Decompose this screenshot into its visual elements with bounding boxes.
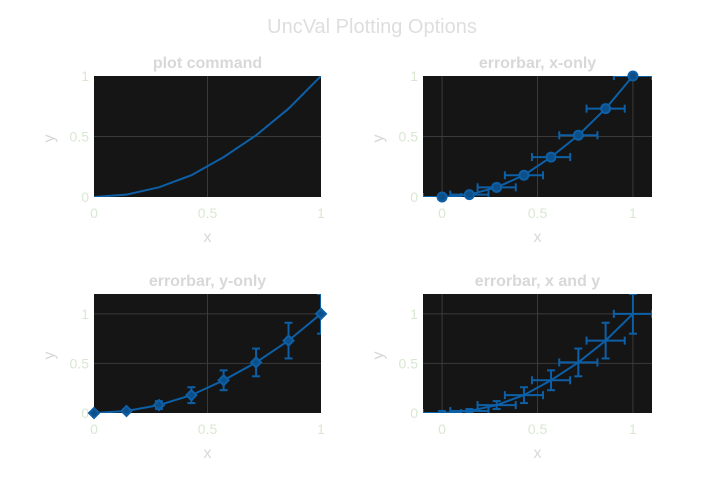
data-point <box>436 191 448 203</box>
subplot-title: errorbar, y-only <box>149 273 266 290</box>
series-line <box>94 76 321 197</box>
series-line <box>94 313 321 413</box>
data-layer <box>423 294 652 413</box>
data-point <box>87 406 101 420</box>
x-axis-label: x <box>534 445 542 462</box>
data-point <box>217 373 231 387</box>
data-layer <box>94 76 321 197</box>
data-point <box>184 388 198 402</box>
subplot-title: errorbar, x-only <box>479 55 596 72</box>
y-tick-label: 1 <box>81 68 89 84</box>
x-tick-label: 1 <box>317 205 325 221</box>
data-point <box>120 404 133 418</box>
data-point <box>545 151 557 163</box>
y-axis-label: y <box>41 352 58 360</box>
data-point <box>627 70 639 82</box>
data-point <box>152 398 166 412</box>
x-tick-label: 0.5 <box>528 421 548 437</box>
x-tick-label: 0.5 <box>198 205 218 221</box>
data-point <box>600 103 612 115</box>
x-tick-label: 1 <box>629 421 637 437</box>
subplot-2: errorbar, x-only 0 0.5 1 0 0.5 1 x y <box>370 55 652 246</box>
data-point <box>572 129 584 141</box>
x-tick-label: 0 <box>90 205 98 221</box>
y-tick-label: 0.5 <box>70 355 90 371</box>
subplot-4: errorbar, x and y 0 0.5 1 0 0.5 1 x y <box>370 273 652 462</box>
y-tick-label: 0.5 <box>399 129 419 145</box>
y-tick-label: 1 <box>410 68 418 84</box>
y-tick-label: 0 <box>81 189 89 205</box>
data-point <box>314 307 328 321</box>
y-tick-label: 0.5 <box>399 355 419 371</box>
y-tick-label: 1 <box>410 306 418 322</box>
data-point <box>463 189 475 201</box>
figure-title: UncVal Plotting Options <box>267 16 477 38</box>
y-tick-label: 0.5 <box>70 129 90 145</box>
y-axis-label: y <box>370 352 387 360</box>
y-axis-label: y <box>370 135 387 143</box>
x-tick-label: 0 <box>438 421 446 437</box>
y-axis-label: y <box>41 135 58 143</box>
y-tick-label: 0 <box>410 189 418 205</box>
subplot-3: errorbar, y-only 0 0.5 1 0 0.5 1 x y <box>41 273 328 462</box>
x-axis-label: x <box>204 445 212 462</box>
y-tick-label: 0 <box>81 405 89 421</box>
subplot-1: plot command 0 0.5 1 0 0.5 1 x y <box>41 55 325 246</box>
x-tick-label: 0.5 <box>198 421 218 437</box>
x-tick-label: 1 <box>317 421 325 437</box>
data-point <box>518 169 530 181</box>
x-axis-label: x <box>204 229 212 246</box>
x-tick-label: 0 <box>90 421 98 437</box>
y-tick-label: 1 <box>81 306 89 322</box>
marker-layer <box>87 307 328 420</box>
marker-layer <box>436 70 639 203</box>
subplot-title: errorbar, x and y <box>475 273 600 290</box>
subplot-title: plot command <box>153 55 262 72</box>
x-tick-label: 1 <box>629 205 637 221</box>
y-tick-label: 0 <box>410 405 418 421</box>
data-point <box>282 334 295 348</box>
x-tick-label: 0.5 <box>528 205 548 221</box>
x-tick-label: 0 <box>438 205 446 221</box>
data-point <box>249 356 263 369</box>
data-point <box>491 181 503 193</box>
x-axis-label: x <box>534 229 542 246</box>
